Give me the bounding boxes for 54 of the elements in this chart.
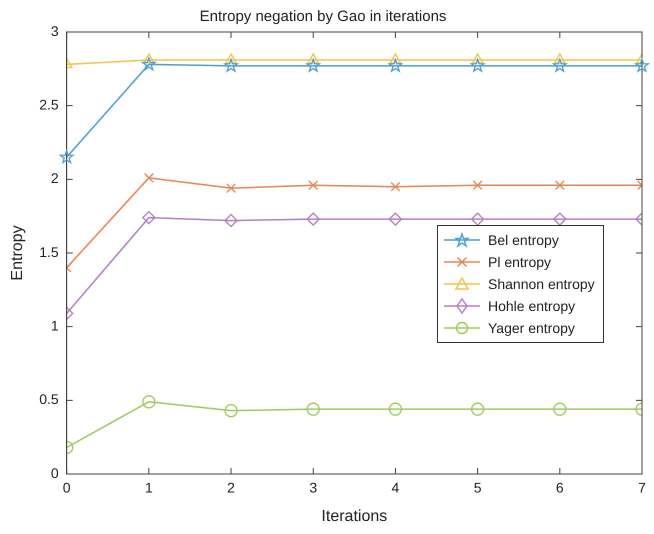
y-tick-label: 0.5 <box>39 391 59 408</box>
legend-label: Bel entropy <box>488 232 559 248</box>
point <box>390 53 402 64</box>
point <box>224 214 238 228</box>
point <box>144 172 154 183</box>
y-axis-title: Entropy <box>9 225 26 281</box>
y-tick-label: 2 <box>50 170 59 186</box>
point <box>307 53 320 64</box>
y-tick-label: 3 <box>50 22 59 39</box>
point <box>388 212 402 226</box>
x-tick-label: 2 <box>227 479 236 496</box>
point <box>470 212 484 226</box>
point <box>552 58 567 72</box>
x-tick-label: 1 <box>144 479 153 496</box>
point <box>470 402 484 416</box>
point <box>224 58 238 72</box>
point <box>142 57 156 70</box>
point <box>635 58 649 72</box>
point <box>472 53 484 64</box>
point <box>306 402 320 416</box>
point <box>306 212 320 226</box>
point <box>142 210 156 224</box>
point <box>470 58 484 72</box>
x-tick-label: 5 <box>474 479 482 496</box>
legend-label: Yager entropy <box>488 320 575 336</box>
point <box>226 183 236 194</box>
x-axis-title: Iterations <box>321 508 388 525</box>
y-tick-label: 0 <box>50 464 59 481</box>
point <box>60 150 74 164</box>
legend-label: Pl entropy <box>488 254 552 270</box>
point <box>142 395 156 408</box>
point <box>553 212 566 226</box>
y-tick-label: 1 <box>50 318 59 334</box>
legend-label: Hohle entropy <box>488 298 576 314</box>
point <box>554 180 565 190</box>
point <box>306 58 320 72</box>
y-tick-label: 2.5 <box>39 96 59 113</box>
point <box>390 182 400 192</box>
point <box>225 53 237 64</box>
chart-title: Entropy negation by Gao in iterations <box>200 8 446 26</box>
point <box>554 53 566 64</box>
x-tick-label: 4 <box>392 479 400 496</box>
x-tick-label: 3 <box>309 479 318 496</box>
x-tick-label: 0 <box>62 479 71 496</box>
point <box>224 404 238 418</box>
point <box>553 402 566 416</box>
point <box>308 180 318 190</box>
point <box>472 180 483 190</box>
x-tick-label: 6 <box>556 479 564 496</box>
y-tick-label: 1.5 <box>39 244 59 260</box>
legend-label: Shannon entropy <box>488 276 595 292</box>
point <box>388 402 402 416</box>
x-tick-label: 7 <box>638 479 646 496</box>
point <box>388 58 402 72</box>
